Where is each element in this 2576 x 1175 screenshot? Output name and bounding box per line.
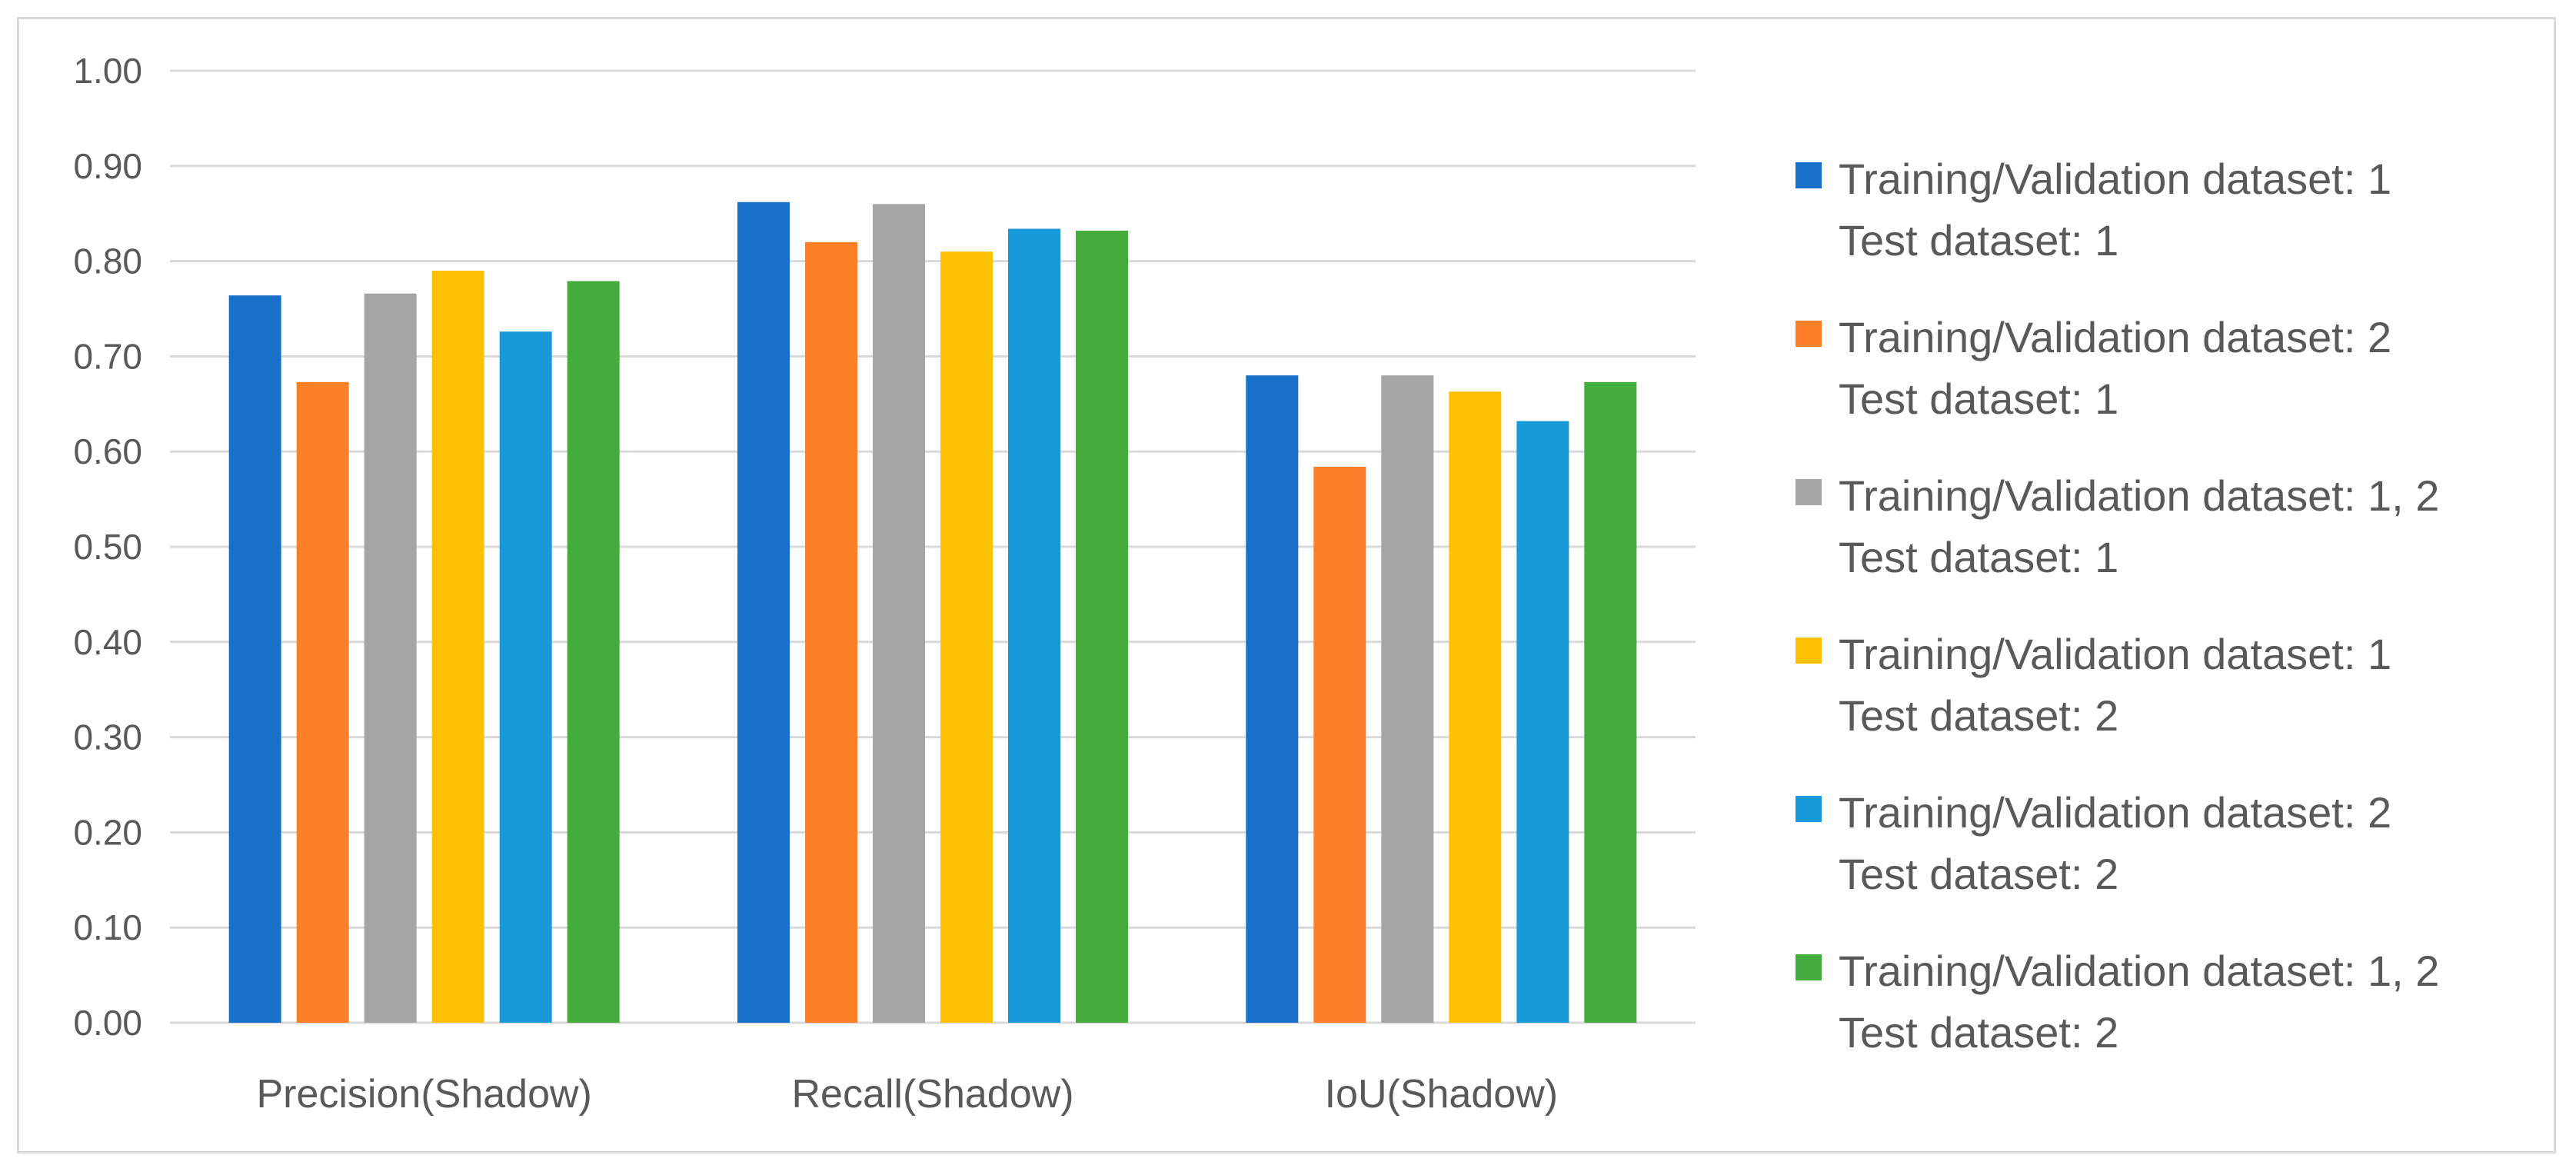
- bar: [567, 281, 620, 1023]
- x-category-label: Recall(Shadow): [791, 1072, 1073, 1117]
- legend-item: Training/Validation dataset: 2 Test datas…: [1796, 307, 2576, 465]
- bar: [431, 270, 484, 1024]
- bar: [1381, 375, 1434, 1023]
- legend-series-name: Training/Validation dataset: 2: [1839, 788, 2392, 837]
- bar: [499, 331, 552, 1023]
- legend-label: Training/Validation dataset: 2 Test datas…: [1839, 782, 2391, 905]
- y-tick-label: 0.20: [73, 812, 142, 852]
- legend-label: Training/Validation dataset: 2 Test datas…: [1839, 307, 2391, 430]
- legend-swatch: [1796, 954, 1822, 980]
- bar: [1008, 228, 1060, 1023]
- y-tick-label: 0.50: [73, 527, 142, 567]
- bar: [228, 295, 281, 1024]
- y-tick-label: 0.10: [73, 907, 142, 947]
- y-tick-label: 0.40: [73, 622, 142, 662]
- bar: [873, 204, 925, 1023]
- y-tick-label: 0.80: [73, 241, 142, 281]
- legend-label: Training/Validation dataset: 1 Test datas…: [1839, 148, 2391, 271]
- bar: [1076, 230, 1128, 1023]
- legend-swatch: [1796, 796, 1822, 822]
- bar-chart: 0.00 0.10 0.20 0.30 0.40 0.50 0.60 0.70 0.80 0.90…: [73, 51, 1696, 1117]
- legend-series-name: Training/Validation dataset: 1: [1839, 155, 2392, 203]
- legend-test-label: Test dataset: 1: [1839, 533, 2119, 581]
- legend-swatch: [1796, 162, 1822, 188]
- y-tick-label: 1.00: [73, 51, 142, 91]
- legend-item: Training/Validation dataset: 1, 2 Test da…: [1796, 465, 2576, 624]
- legend-item: Training/Validation dataset: 1 Test datas…: [1796, 624, 2576, 782]
- bar: [1246, 375, 1299, 1023]
- legend-series-name: Training/Validation dataset: 1: [1839, 630, 2392, 678]
- legend-series-name: Training/Validation dataset: 1, 2: [1839, 471, 2440, 520]
- x-category-label: IoU(Shadow): [1325, 1072, 1558, 1117]
- legend: Training/Validation dataset: 1 Test datas…: [1796, 148, 2576, 1099]
- y-tick-label: 0.00: [73, 1003, 142, 1043]
- legend-test-label: Test dataset: 2: [1839, 850, 2119, 898]
- legend-item: Training/Validation dataset: 1, 2 Test da…: [1796, 940, 2576, 1099]
- y-tick-label: 0.90: [73, 146, 142, 186]
- bar: [1313, 467, 1366, 1023]
- legend-swatch: [1796, 479, 1822, 505]
- bar: [1449, 391, 1502, 1023]
- legend-item: Training/Validation dataset: 1 Test datas…: [1796, 148, 2576, 307]
- bar: [364, 293, 417, 1023]
- legend-test-label: Test dataset: 1: [1839, 216, 2119, 265]
- bar: [1584, 381, 1637, 1023]
- bar: [737, 201, 790, 1023]
- bar: [296, 381, 349, 1023]
- y-tick-label: 0.60: [73, 431, 142, 471]
- x-category-label: Precision(Shadow): [256, 1072, 591, 1117]
- legend-swatch: [1796, 321, 1822, 347]
- bar: [940, 251, 993, 1024]
- legend-label: Training/Validation dataset: 1 Test datas…: [1839, 624, 2391, 747]
- legend-series-name: Training/Validation dataset: 2: [1839, 313, 2392, 361]
- y-tick-label: 0.70: [73, 336, 142, 376]
- bar: [805, 241, 857, 1024]
- legend-test-label: Test dataset: 2: [1839, 691, 2119, 740]
- chart-frame: 0.00 0.10 0.20 0.30 0.40 0.50 0.60 0.70 0.80 0.90…: [17, 17, 2556, 1153]
- bar: [1516, 421, 1569, 1023]
- legend-label: Training/Validation dataset: 1, 2 Test da…: [1839, 465, 2439, 588]
- legend-test-label: Test dataset: 2: [1839, 1008, 2119, 1057]
- legend-item: Training/Validation dataset: 2 Test datas…: [1796, 782, 2576, 940]
- y-tick-label: 0.30: [73, 717, 142, 757]
- legend-test-label: Test dataset: 1: [1839, 374, 2119, 423]
- legend-label: Training/Validation dataset: 1, 2 Test da…: [1839, 940, 2439, 1063]
- legend-swatch: [1796, 637, 1822, 664]
- legend-series-name: Training/Validation dataset: 1, 2: [1839, 947, 2440, 995]
